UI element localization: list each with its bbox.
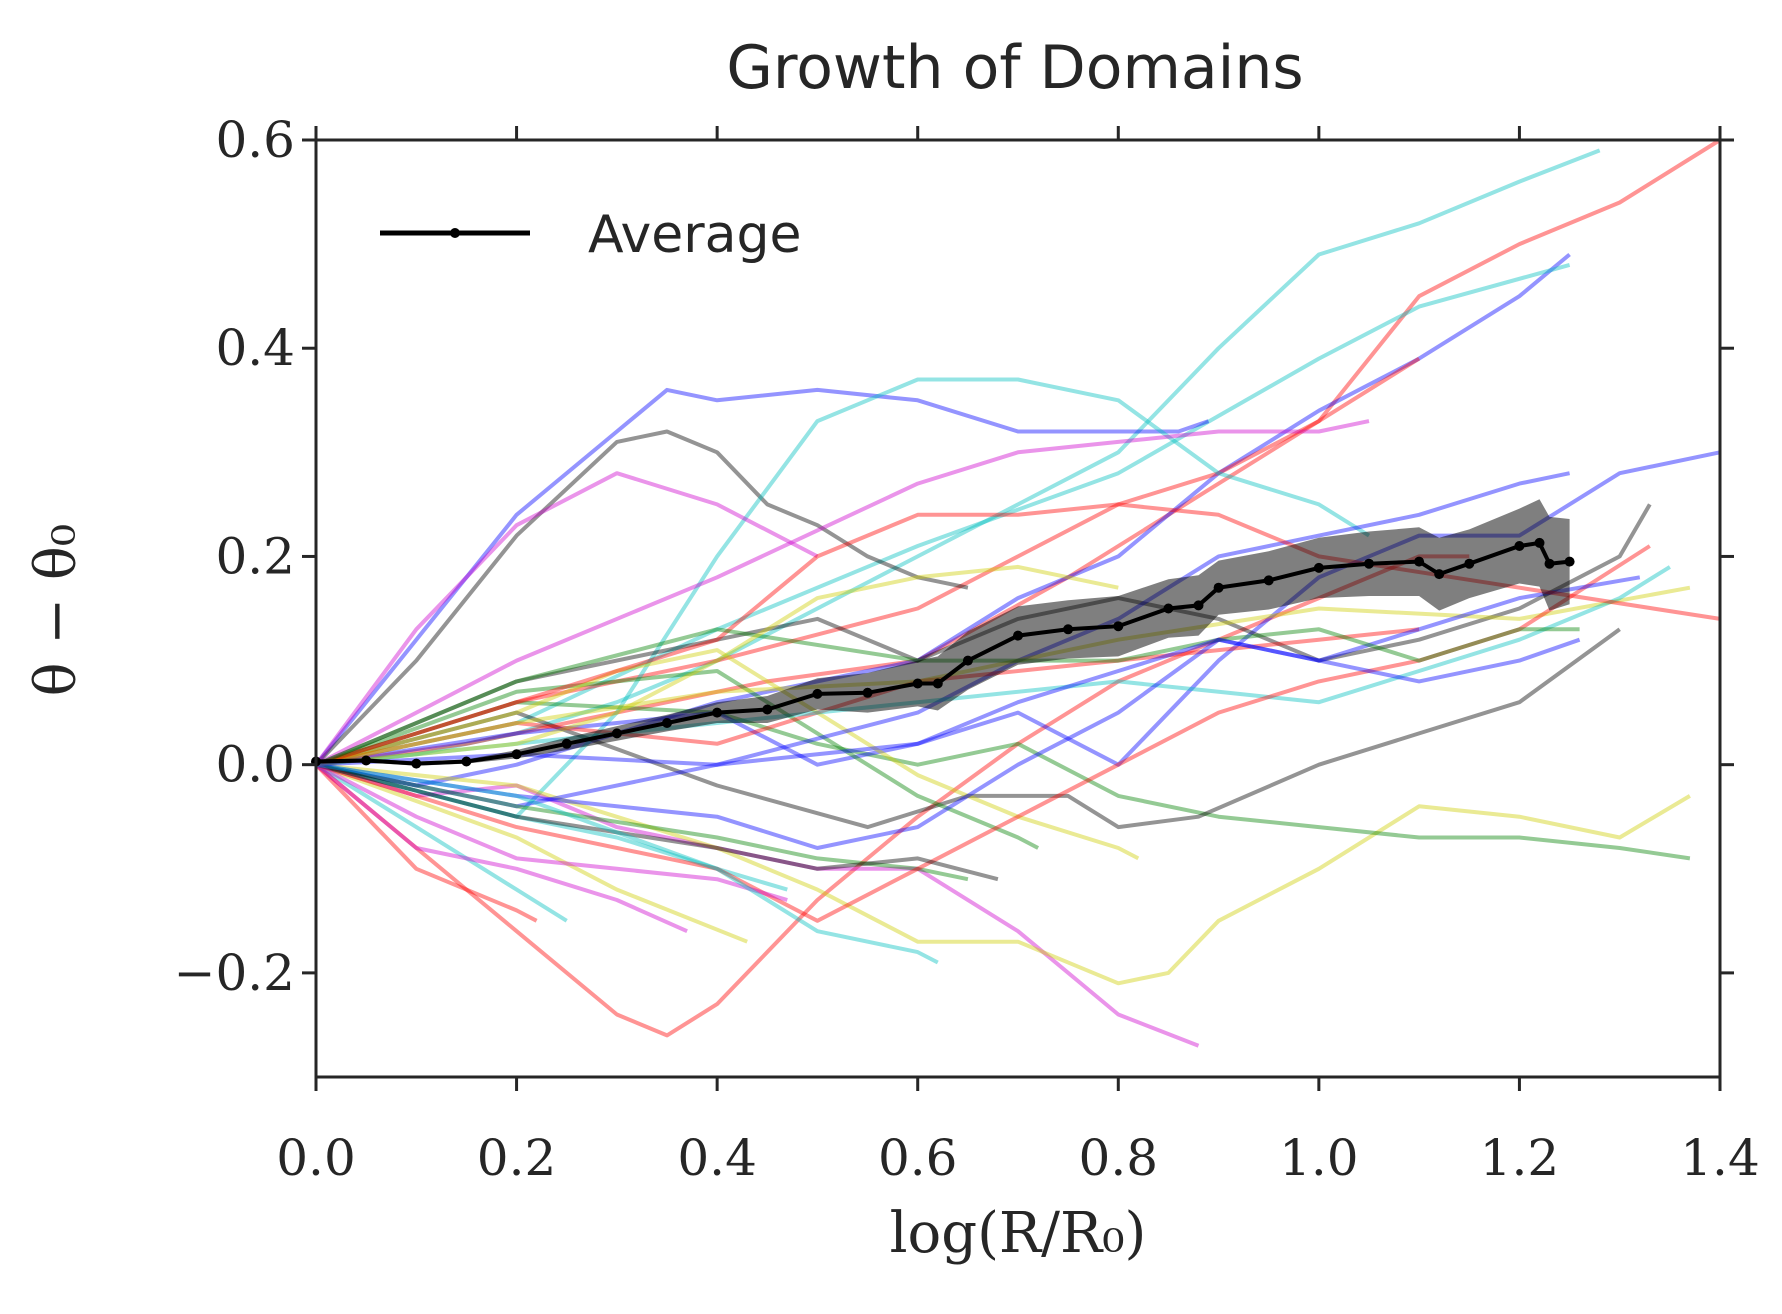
series-line-37 bbox=[315, 564, 1119, 767]
band-layer bbox=[316, 499, 1570, 766]
series-line-27 bbox=[315, 762, 969, 882]
average-point bbox=[1544, 558, 1555, 569]
series-line-16 bbox=[314, 763, 538, 923]
y-tick-label: 0.0 bbox=[215, 736, 295, 794]
average-point bbox=[611, 728, 622, 739]
chart-title: Growth of Domains bbox=[726, 33, 1303, 103]
series-line-38 bbox=[315, 637, 1581, 767]
x-tick-label: 1.2 bbox=[1480, 1129, 1560, 1187]
x-tick-label: 1.0 bbox=[1279, 1129, 1359, 1187]
series-line-19 bbox=[315, 762, 748, 944]
legend: Average bbox=[380, 205, 802, 265]
average-point bbox=[1163, 603, 1174, 614]
average-point bbox=[1464, 558, 1475, 569]
series-line-7 bbox=[314, 429, 969, 767]
series-line-11 bbox=[315, 762, 1200, 1048]
series-line-30 bbox=[315, 544, 1651, 923]
plot-area bbox=[311, 138, 1722, 1048]
x-tick-label: 0.4 bbox=[677, 1129, 757, 1187]
average-point bbox=[1313, 562, 1324, 573]
average-point bbox=[1013, 630, 1023, 641]
average-point bbox=[812, 688, 823, 699]
series-line-10 bbox=[314, 554, 1470, 1038]
average-point bbox=[712, 707, 723, 718]
series-layer bbox=[314, 138, 1722, 1048]
y-tick-label: 0.2 bbox=[215, 527, 295, 585]
series-line-21 bbox=[315, 669, 1040, 850]
average-point bbox=[1514, 541, 1525, 551]
x-tick-label: 1.4 bbox=[1680, 1129, 1760, 1187]
legend-label-average: Average bbox=[588, 205, 802, 265]
average-point bbox=[461, 756, 472, 767]
average-point bbox=[1564, 556, 1575, 567]
series-line-35 bbox=[315, 762, 788, 902]
average-point bbox=[1193, 600, 1204, 611]
series-line-13 bbox=[315, 700, 1691, 861]
series-line-4 bbox=[315, 262, 1571, 767]
series-line-31 bbox=[315, 575, 1641, 850]
average-point bbox=[932, 678, 943, 689]
average-layer bbox=[311, 537, 1575, 769]
series-line-9 bbox=[314, 471, 819, 766]
series-line-1 bbox=[315, 148, 1601, 767]
plot-frame bbox=[314, 138, 1722, 1079]
series-line-2 bbox=[315, 138, 1722, 767]
average-point bbox=[1434, 569, 1445, 580]
y-tick-label: 0.6 bbox=[215, 111, 295, 169]
series-line-18 bbox=[314, 763, 688, 934]
average-point bbox=[862, 687, 873, 698]
average-point bbox=[1213, 582, 1224, 593]
average-point bbox=[912, 678, 923, 689]
y-axis-label: θ − θ₀ bbox=[24, 524, 89, 696]
average-point bbox=[511, 749, 522, 760]
series-line-34 bbox=[315, 627, 1580, 767]
average-point bbox=[1113, 621, 1124, 632]
average-point bbox=[762, 704, 773, 715]
series-line-20 bbox=[315, 762, 788, 892]
series-line-3 bbox=[315, 252, 1571, 788]
ticks-layer: 0.0 0.2 0.4 0.6 0.8 1.0 1.2 1.4 −0.2 0.0 0.2 0.4 0.6 bbox=[174, 111, 1760, 1187]
series-line-32 bbox=[315, 762, 999, 882]
x-tick-label: 0.8 bbox=[1079, 1129, 1159, 1187]
x-axis-label: log(R/R₀) bbox=[890, 1201, 1147, 1266]
average-point bbox=[1063, 624, 1074, 635]
average-point bbox=[561, 738, 572, 749]
average-point bbox=[1534, 537, 1545, 548]
series-line-26 bbox=[315, 419, 1370, 767]
average-point bbox=[411, 758, 422, 769]
series-line-6 bbox=[314, 387, 1210, 766]
average-point bbox=[962, 655, 973, 666]
average-point bbox=[1263, 575, 1274, 586]
series-line-12 bbox=[315, 762, 1691, 986]
average-point bbox=[1364, 558, 1374, 569]
series-line-8 bbox=[315, 377, 1371, 819]
series-line-22 bbox=[315, 648, 1140, 861]
series-line-25 bbox=[315, 627, 1420, 767]
series-line-14 bbox=[315, 627, 1621, 830]
average-point bbox=[662, 718, 672, 728]
average-error-band bbox=[316, 499, 1570, 766]
average-point bbox=[1414, 556, 1425, 567]
x-tick-label: 0.6 bbox=[878, 1129, 958, 1187]
legend-marker-average bbox=[450, 228, 460, 238]
series-line-36 bbox=[315, 762, 939, 965]
x-tick-label: 0.2 bbox=[477, 1129, 557, 1187]
x-tick-label: 0.0 bbox=[276, 1129, 356, 1187]
series-line-17 bbox=[314, 763, 568, 923]
y-tick-label: 0.4 bbox=[215, 319, 295, 377]
series-line-5 bbox=[315, 356, 1421, 767]
y-tick-label: −0.2 bbox=[174, 944, 295, 1002]
average-point bbox=[361, 755, 372, 766]
